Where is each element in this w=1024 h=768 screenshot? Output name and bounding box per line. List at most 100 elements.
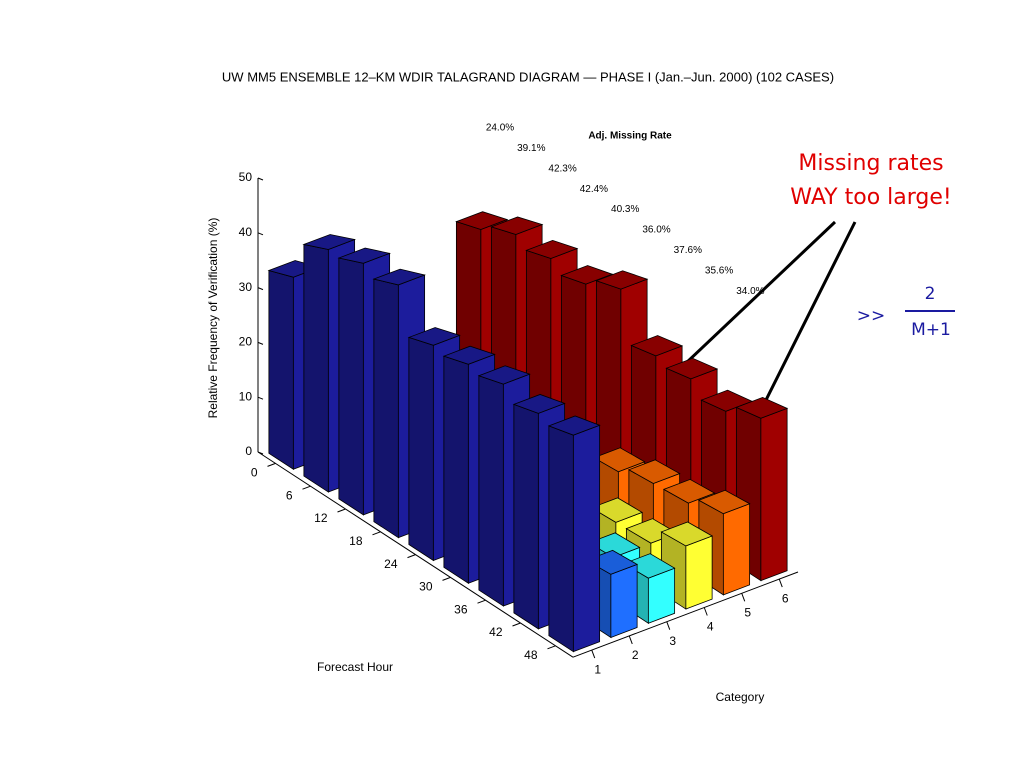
x-tick-label: 36 — [454, 602, 468, 616]
bar-top — [512, 394, 566, 414]
y-axis-label: Relative Frequency of Verification (%) — [206, 218, 220, 419]
x-tick — [337, 508, 346, 513]
category-tick — [591, 649, 596, 659]
fraction-numerator: 2 — [925, 284, 936, 304]
x-tick — [407, 554, 416, 559]
y-tick — [257, 177, 264, 181]
y-tick — [257, 232, 264, 236]
x-tick — [302, 485, 311, 490]
bar-front — [572, 424, 601, 653]
y-tick-label: 50 — [239, 170, 253, 184]
bar-top — [735, 396, 789, 419]
category-tick-label: 2 — [632, 648, 639, 662]
y-tick — [257, 287, 264, 291]
bar — [547, 415, 601, 653]
missing-rate-label: 42.4% — [580, 184, 608, 195]
bar-top — [372, 268, 426, 286]
bar-top — [595, 270, 649, 290]
bar-top — [587, 532, 641, 558]
annotation-line: Missing rates — [798, 151, 943, 176]
missing-rate-label: 42.3% — [548, 163, 576, 174]
x-tick-label: 42 — [489, 625, 503, 639]
bar-top — [662, 478, 716, 504]
x-tick — [477, 599, 486, 604]
category-tick — [703, 607, 708, 616]
compare-sign: >> — [857, 306, 886, 326]
category-tick — [778, 578, 783, 588]
missing-rate-title: Adj. Missing Rate — [588, 131, 672, 142]
x-tick-label: 0 — [251, 466, 258, 480]
bar-side — [513, 403, 539, 630]
bar-top — [442, 345, 496, 365]
y-tick — [257, 396, 264, 400]
x-tick — [442, 576, 451, 581]
category-tick — [628, 635, 633, 645]
y-tick — [257, 341, 264, 345]
category-axis-label: Category — [716, 690, 765, 704]
bar-top — [660, 521, 714, 547]
y-tick-label: 0 — [245, 444, 252, 458]
x-axis-label: Forecast Hour — [317, 660, 393, 674]
missing-rate-label: 35.6% — [705, 265, 733, 276]
bar-side — [548, 425, 574, 653]
bar-front — [685, 535, 713, 610]
fraction-denominator: M+1 — [911, 320, 951, 340]
bar-top — [590, 497, 644, 523]
bar — [735, 396, 789, 582]
x-tick — [267, 462, 276, 467]
bar-top — [665, 357, 719, 380]
bar-top — [407, 327, 461, 346]
category-tick-label: 4 — [707, 620, 714, 634]
x-tick-label: 48 — [524, 648, 538, 662]
chart-title: UW MM5 ENSEMBLE 12–KM WDIR TALAGRAND DIA… — [222, 69, 834, 84]
x-tick-label: 30 — [419, 580, 433, 594]
x-tick — [547, 645, 556, 650]
category-tick — [666, 621, 671, 630]
annotation-line: WAY too large! — [790, 185, 951, 210]
missing-rate-label: 36.0% — [642, 225, 670, 236]
bar-top — [592, 447, 646, 473]
category-tick-label: 3 — [669, 634, 676, 648]
bar-side — [303, 243, 329, 493]
category-tick-label: 5 — [744, 605, 751, 619]
bar-front — [722, 503, 751, 596]
bar-side — [478, 375, 504, 607]
y-tick-label: 10 — [239, 389, 253, 403]
bar-side — [408, 336, 434, 562]
bar-top — [490, 216, 544, 235]
bar-top — [630, 335, 684, 357]
bar-top — [477, 365, 531, 385]
y-tick-label: 30 — [239, 280, 253, 294]
bar-top — [627, 459, 681, 484]
bar-front — [610, 563, 638, 639]
y-tick-label: 20 — [239, 335, 253, 349]
missing-rate-label: 40.3% — [611, 204, 639, 215]
bar-side — [268, 269, 294, 470]
bar-top — [622, 553, 676, 579]
arrow — [758, 221, 857, 413]
category-tick-label: 6 — [782, 591, 789, 605]
bar-top — [547, 415, 601, 436]
x-tick — [372, 531, 381, 536]
missing-rate-label: 39.1% — [517, 143, 545, 154]
bar-top — [302, 234, 357, 250]
x-tick-label: 6 — [286, 488, 293, 502]
x-tick — [512, 622, 521, 627]
bar-top — [337, 247, 392, 264]
bar-side — [338, 257, 364, 516]
x-tick-label: 24 — [384, 557, 398, 571]
x-tick-label: 12 — [314, 511, 328, 525]
missing-rate-label: 34.0% — [736, 286, 764, 297]
category-tick-label: 1 — [594, 662, 601, 676]
y-tick-label: 40 — [239, 225, 253, 239]
category-axis — [572, 571, 799, 658]
missing-rate-label: 37.6% — [674, 245, 702, 256]
bar-top — [455, 211, 509, 230]
bar-front — [760, 407, 788, 582]
missing-rate-label: 24.0% — [486, 123, 514, 134]
bar — [660, 521, 714, 610]
bar-side — [443, 355, 469, 584]
category-tick — [741, 593, 746, 602]
x-tick-label: 18 — [349, 534, 363, 548]
